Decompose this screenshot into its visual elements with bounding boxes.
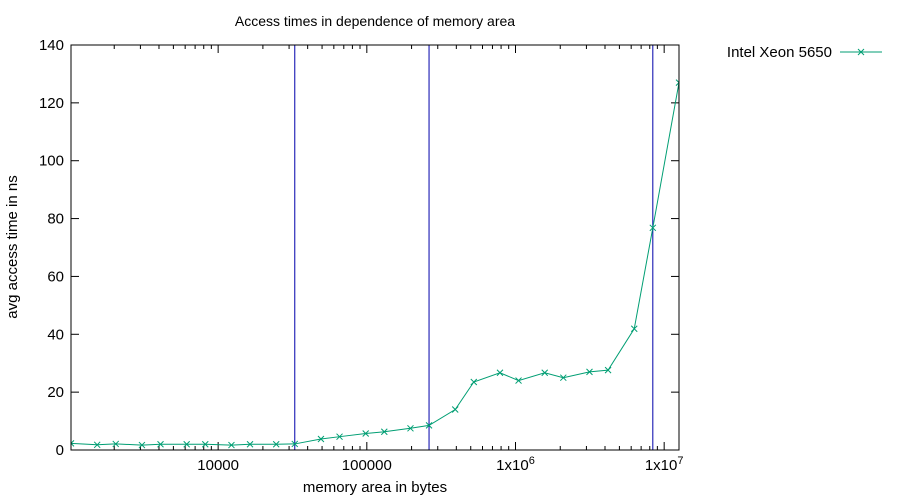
data-point-marker xyxy=(649,224,657,232)
y-tick-label: 140 xyxy=(39,37,64,54)
data-point-marker xyxy=(246,440,254,448)
data-point-marker xyxy=(228,441,235,449)
legend: Intel Xeon 5650 xyxy=(727,44,882,61)
data-point-marker xyxy=(425,422,433,429)
data-point-marker xyxy=(201,440,209,448)
y-tick-label: 0 xyxy=(56,442,64,459)
data-point-marker xyxy=(317,435,325,443)
legend-label: Intel Xeon 5650 xyxy=(727,44,832,61)
data-point-marker xyxy=(362,430,370,437)
legend-line-sample xyxy=(840,48,882,56)
data-point-marker xyxy=(515,377,522,384)
x-tick-label: 10000 xyxy=(197,457,239,474)
data-point-marker xyxy=(272,440,280,448)
data-point-marker xyxy=(157,440,164,448)
legend-marker xyxy=(857,48,865,56)
data-point-marker xyxy=(183,440,191,448)
series-group xyxy=(71,79,679,449)
y-tick-label: 120 xyxy=(39,95,64,112)
data-point-marker xyxy=(380,428,388,436)
series-line xyxy=(71,82,679,446)
data-point-marker xyxy=(93,441,101,449)
y-tick-label: 60 xyxy=(47,268,64,285)
plot-frame xyxy=(70,44,680,451)
x-tick-label: 1x107 xyxy=(645,455,684,474)
data-point-marker xyxy=(604,366,612,374)
data-point-marker xyxy=(138,441,146,449)
data-point-marker xyxy=(675,79,679,86)
data-point-marker xyxy=(71,439,75,447)
chart-title: Access times in dependence of memory are… xyxy=(235,13,515,29)
x-tick-label: 100000 xyxy=(342,457,392,474)
y-tick-label: 40 xyxy=(47,326,64,343)
data-point-marker xyxy=(496,369,504,377)
data-point-marker xyxy=(291,440,299,448)
data-point-marker xyxy=(559,374,567,382)
data-point-marker xyxy=(630,325,638,333)
data-point-marker xyxy=(407,424,414,432)
data-point-marker xyxy=(336,433,343,441)
y-tick-label: 20 xyxy=(47,384,64,401)
data-point-marker xyxy=(541,369,549,377)
y-axis-title: avg access time in ns xyxy=(4,175,21,318)
x-tick-label: 1x106 xyxy=(496,455,535,474)
data-point-marker xyxy=(451,406,459,413)
x-axis-title: memory area in bytes xyxy=(303,479,447,496)
plot-area: 0 20 40 60 80 100 120 140 10000 100000 1x106 1x107 xyxy=(39,37,684,474)
data-point-marker xyxy=(586,368,593,376)
data-point-marker xyxy=(470,378,478,386)
y-tick-label: 80 xyxy=(47,211,64,228)
data-point-marker xyxy=(112,440,120,448)
y-tick-label: 100 xyxy=(39,153,64,170)
